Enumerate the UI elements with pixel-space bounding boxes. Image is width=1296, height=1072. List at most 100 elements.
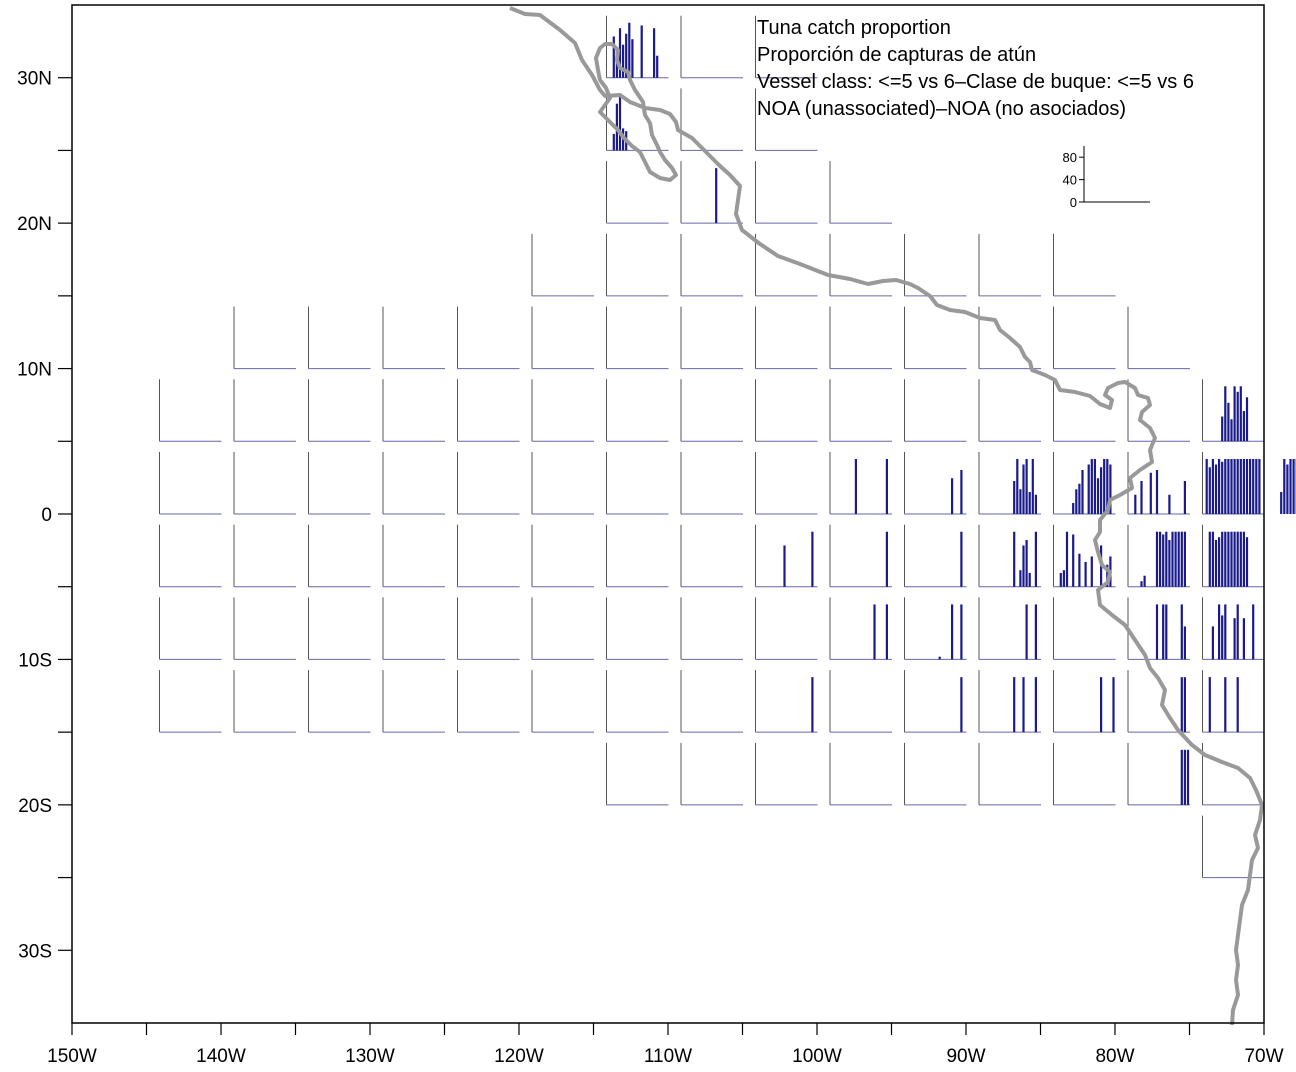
catch-bar — [1078, 553, 1081, 587]
catch-bar — [612, 36, 615, 78]
scale-label: 0 — [1070, 195, 1077, 210]
catch-bar — [1165, 604, 1168, 660]
catch-bar — [960, 531, 963, 587]
catch-bar — [1149, 472, 1152, 514]
catch-bar — [1034, 677, 1037, 733]
legend-title-block: Tuna catch proportion Proporción de captu… — [757, 17, 1194, 120]
x-tick-label: 80W — [1095, 1046, 1134, 1067]
catch-bar — [938, 656, 941, 660]
catch-bars — [612, 22, 1296, 805]
x-tick-label: 140W — [196, 1046, 246, 1067]
x-tick-label: 150W — [47, 1046, 97, 1067]
catch-bar — [1165, 531, 1168, 587]
catch-bar — [1183, 677, 1186, 733]
baja-california-coastline — [594, 42, 678, 182]
catch-bar — [1084, 561, 1087, 587]
catch-bar — [1019, 489, 1022, 514]
y-tick-label: 0 — [41, 505, 52, 526]
catch-bar — [873, 604, 876, 660]
catch-bar — [1230, 419, 1233, 442]
legend-line: Tuna catch proportion — [757, 17, 951, 39]
catch-bar — [1289, 459, 1292, 514]
catch-bar — [1180, 531, 1183, 587]
catch-bar — [640, 25, 643, 78]
catch-bar — [1028, 572, 1031, 587]
catch-bar — [1292, 459, 1295, 514]
catch-bar — [1096, 478, 1100, 514]
catch-bar — [1025, 459, 1028, 514]
catch-bar — [1214, 539, 1218, 587]
catch-bar — [1245, 537, 1249, 587]
catch-bar — [1090, 556, 1093, 587]
scale-label: 40 — [1063, 173, 1077, 188]
catch-bar — [1224, 386, 1227, 442]
catch-bar — [885, 531, 888, 587]
y-tick-label: 20S — [18, 796, 52, 817]
catch-bar — [1081, 470, 1084, 514]
catch-bar — [1233, 386, 1236, 442]
x-tick-label: 70W — [1244, 1046, 1283, 1067]
catch-bar — [854, 459, 857, 514]
catch-bar — [1224, 459, 1227, 514]
catch-bar — [1224, 531, 1227, 587]
catch-bar — [1171, 531, 1174, 587]
catch-bar — [1214, 464, 1218, 514]
catch-bar — [1227, 402, 1230, 442]
catch-bar — [1245, 397, 1249, 442]
catch-bar — [1174, 531, 1177, 587]
catch-bar — [1075, 489, 1078, 514]
catch-bar — [1218, 604, 1221, 660]
catch-bar — [1233, 531, 1236, 587]
catch-bar — [1022, 464, 1025, 514]
catch-bar — [1034, 604, 1037, 660]
catch-bar — [1258, 459, 1261, 514]
catch-bar — [1134, 494, 1137, 514]
catch-bar — [1087, 464, 1090, 514]
catch-bar — [628, 22, 631, 78]
catch-bar — [1177, 531, 1180, 587]
catch-bar — [1183, 749, 1186, 805]
catch-bar — [1140, 581, 1143, 587]
catch-bar — [625, 33, 628, 78]
catch-bar — [811, 677, 814, 733]
catch-bar — [1221, 531, 1224, 587]
catch-bar — [811, 531, 814, 587]
catch-bar — [1252, 459, 1255, 514]
legend-line: NOA (unassociated)–NOA (no asociados) — [757, 98, 1126, 120]
catch-bar — [1180, 749, 1183, 805]
catch-bar — [1230, 531, 1233, 587]
catch-bar — [1109, 464, 1112, 514]
catch-bar — [1218, 459, 1221, 514]
catch-bar — [1242, 531, 1245, 587]
catch-bar — [1183, 626, 1186, 660]
x-tick-label: 120W — [494, 1046, 544, 1067]
catch-bar — [1283, 459, 1286, 514]
catch-bar — [1022, 545, 1025, 587]
catch-bar — [618, 95, 622, 151]
catch-bar — [1022, 677, 1025, 733]
catch-bar — [1249, 459, 1252, 514]
catch-bar — [1221, 461, 1224, 514]
catch-bar — [1025, 539, 1028, 587]
catch-bar — [1230, 459, 1233, 514]
catch-bar — [960, 470, 963, 514]
catch-bar — [612, 133, 615, 151]
catch-bar — [1162, 604, 1165, 660]
catch-bar — [885, 459, 888, 514]
x-tick-label: 100W — [792, 1046, 842, 1067]
catch-bar — [1186, 749, 1190, 805]
catch-bar — [1019, 570, 1022, 587]
catch-bar — [783, 545, 786, 587]
catch-bar — [1236, 604, 1239, 660]
catch-bar — [656, 55, 659, 78]
catch-bar — [1208, 531, 1211, 587]
catch-bar — [1245, 459, 1249, 514]
catch-bar — [1072, 534, 1075, 587]
catch-bar — [951, 604, 954, 660]
legend-line: Vessel class: <=5 vs 6–Clase de buque: <… — [757, 71, 1194, 93]
catch-bar — [1236, 459, 1239, 514]
x-tick-label: 90W — [946, 1046, 985, 1067]
catch-bar — [1242, 459, 1245, 514]
catch-bar — [1100, 677, 1103, 733]
